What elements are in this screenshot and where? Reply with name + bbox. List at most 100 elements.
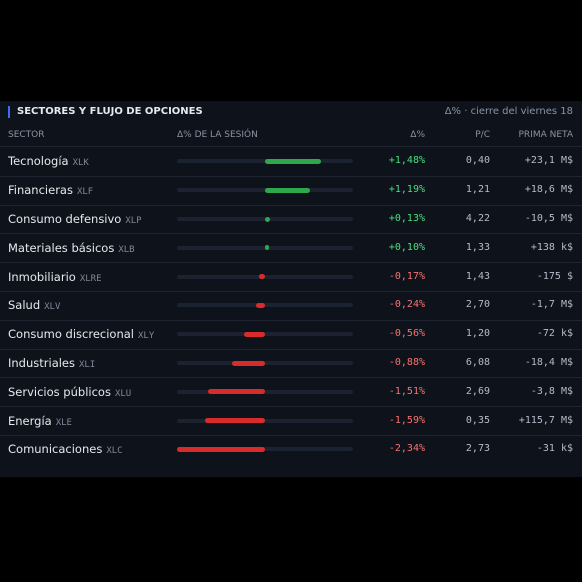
net-premium: -31 k$ bbox=[536, 443, 573, 455]
column-header: SECTOR bbox=[8, 130, 45, 140]
row-divider bbox=[0, 291, 582, 292]
sector-label: Inmobiliario bbox=[8, 269, 76, 284]
pc-ratio: 0,35 bbox=[465, 414, 490, 426]
pc-ratio: 0,40 bbox=[465, 155, 490, 167]
pc-ratio: 2,73 bbox=[465, 443, 490, 455]
change-value: -1,59% bbox=[388, 414, 425, 426]
sector-label: Consumo defensivo bbox=[8, 212, 122, 226]
pc-ratio: 1,20 bbox=[465, 328, 490, 340]
sector-label: Energía bbox=[8, 413, 52, 428]
sector-label: Comunicaciones bbox=[8, 442, 103, 457]
column-header: Δ% bbox=[410, 130, 425, 140]
net-premium: +138 k$ bbox=[530, 241, 573, 253]
net-premium: -10,5 M$ bbox=[524, 213, 573, 224]
change-bar bbox=[205, 418, 265, 424]
pc-ratio: 2,69 bbox=[465, 385, 490, 397]
sector-name: Tecnología XLK bbox=[8, 153, 89, 171]
sector-ticker: XLK bbox=[72, 158, 89, 169]
change-bar bbox=[177, 446, 265, 452]
change-bar bbox=[231, 360, 265, 366]
sector-name: Servicios públicos XLU bbox=[8, 384, 131, 402]
pc-ratio: 1,21 bbox=[465, 184, 490, 196]
column-header: PRIMA NETA bbox=[518, 130, 574, 140]
pc-ratio: 2,70 bbox=[465, 299, 490, 311]
sector-label: Consumo discrecional bbox=[8, 327, 134, 342]
change-bar bbox=[265, 245, 269, 251]
row-divider bbox=[0, 262, 582, 264]
row-divider bbox=[0, 319, 582, 321]
column-header: Δ% DE LA SESIÓN bbox=[177, 130, 258, 140]
change-bar bbox=[255, 302, 265, 308]
row-divider bbox=[0, 435, 582, 436]
row-divider bbox=[0, 233, 582, 235]
change-value: -0,24% bbox=[388, 299, 425, 311]
net-premium: +23,1 M$ bbox=[524, 155, 573, 167]
sector-ticker: XLV bbox=[44, 302, 61, 313]
change-value: -0,17% bbox=[388, 270, 425, 282]
sector-name: Financieras XLF bbox=[8, 182, 93, 200]
sector-name: Materiales básicos XLB bbox=[8, 240, 135, 258]
pc-ratio: 1,33 bbox=[465, 241, 490, 253]
sector-label: Financieras bbox=[8, 183, 73, 198]
change-value: -0,88% bbox=[388, 357, 425, 368]
sector-ticker: XLB bbox=[118, 244, 135, 255]
sector-name: Salud XLV bbox=[8, 297, 60, 315]
sector-ticker: XLF bbox=[76, 187, 94, 198]
accent-bar bbox=[8, 106, 10, 118]
change-value: +0,10% bbox=[388, 241, 425, 253]
column-header: P/C bbox=[475, 130, 490, 140]
bar-track bbox=[177, 332, 353, 337]
change-value: +0,13% bbox=[388, 213, 425, 224]
sector-ticker: XLRE bbox=[79, 273, 102, 284]
change-bar bbox=[265, 158, 321, 164]
header-divider bbox=[0, 146, 582, 147]
sector-panel: SECTORES Y FLUJO DE OPCIONES Δ% · cierre… bbox=[0, 101, 582, 477]
change-bar bbox=[208, 389, 265, 395]
net-premium: -72 k$ bbox=[536, 328, 573, 340]
net-premium: +115,7 M$ bbox=[518, 414, 573, 426]
sector-ticker: XLE bbox=[55, 417, 72, 428]
row-divider bbox=[0, 406, 582, 408]
sector-name: Energía XLE bbox=[8, 413, 72, 431]
panel-note: Δ% · cierre del viernes 18 bbox=[444, 106, 573, 117]
sector-ticker: XLU bbox=[114, 388, 132, 399]
change-value: -0,56% bbox=[388, 328, 425, 340]
row-divider bbox=[0, 348, 582, 350]
change-value: +1,19% bbox=[388, 184, 425, 196]
sector-ticker: XLC bbox=[106, 446, 123, 457]
row-divider bbox=[0, 175, 582, 177]
change-bar bbox=[258, 274, 265, 280]
net-premium: +18,6 M$ bbox=[524, 184, 573, 196]
row-divider bbox=[0, 204, 582, 206]
bar-track bbox=[177, 274, 353, 279]
sector-label: Salud bbox=[8, 298, 41, 313]
sector-name: Inmobiliario XLRE bbox=[8, 269, 102, 287]
sector-name: Industriales XLI bbox=[8, 355, 95, 373]
bar-track bbox=[177, 303, 353, 308]
pc-ratio: 1,43 bbox=[465, 270, 490, 282]
change-value: -1,51% bbox=[388, 385, 425, 397]
sector-name: Consumo defensivo XLP bbox=[8, 211, 142, 229]
pc-ratio: 4,22 bbox=[465, 213, 490, 224]
bar-track bbox=[177, 418, 353, 423]
sector-label: Materiales básicos bbox=[8, 240, 115, 255]
net-premium: -3,8 M$ bbox=[530, 385, 573, 397]
net-premium: -175 $ bbox=[536, 270, 573, 282]
pc-ratio: 6,08 bbox=[465, 357, 490, 368]
row-divider bbox=[0, 377, 582, 379]
change-value: +1,48% bbox=[388, 155, 425, 167]
change-bar bbox=[265, 216, 270, 222]
sector-label: Servicios públicos bbox=[8, 384, 111, 399]
sector-name: Consumo discrecional XLY bbox=[8, 326, 154, 344]
change-value: -2,34% bbox=[388, 443, 425, 455]
sector-ticker: XLP bbox=[125, 216, 142, 226]
sector-name: Comunicaciones XLC bbox=[8, 441, 123, 459]
sector-ticker: XLY bbox=[137, 331, 155, 342]
sector-label: Industriales bbox=[8, 356, 76, 370]
panel-title: SECTORES Y FLUJO DE OPCIONES bbox=[17, 106, 203, 117]
change-bar bbox=[243, 331, 265, 337]
net-premium: -18,4 M$ bbox=[524, 357, 573, 368]
sector-label: Tecnología bbox=[8, 154, 69, 169]
change-bar bbox=[265, 187, 310, 193]
